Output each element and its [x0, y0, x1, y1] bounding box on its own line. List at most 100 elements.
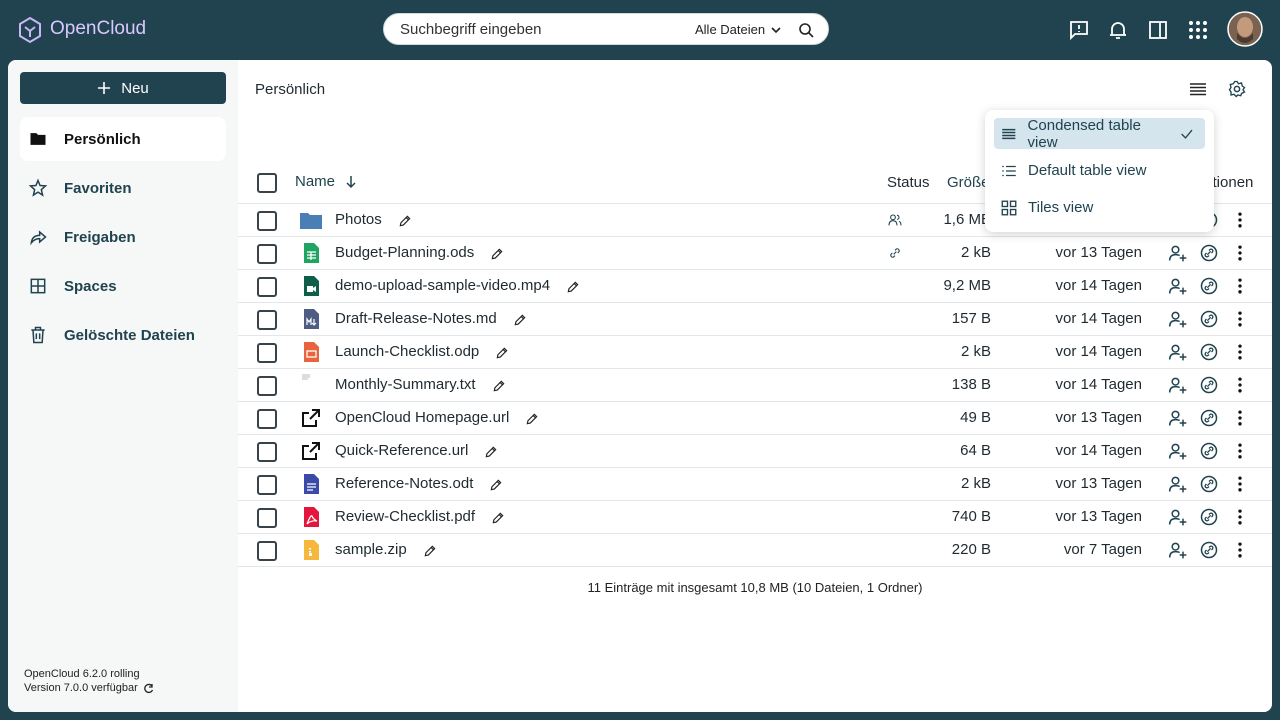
- file-name[interactable]: Budget-Planning.ods: [335, 244, 475, 261]
- share-icon[interactable]: [1168, 276, 1188, 296]
- settings-icon[interactable]: [1228, 80, 1246, 98]
- notifications-icon[interactable]: [1106, 18, 1130, 42]
- nav-item[interactable]: Freigaben: [20, 215, 226, 259]
- file-row[interactable]: Draft-Release-Notes.md 157 B vor 14 Tagen: [238, 302, 1272, 336]
- file-name[interactable]: Monthly-Summary.txt: [335, 376, 476, 393]
- share-icon[interactable]: [1168, 507, 1188, 527]
- row-checkbox[interactable]: [257, 475, 277, 495]
- share-icon[interactable]: [1168, 309, 1188, 329]
- file-name[interactable]: Draft-Release-Notes.md: [335, 310, 497, 327]
- share-icon[interactable]: [1168, 243, 1188, 263]
- share-icon[interactable]: [1168, 441, 1188, 461]
- plus-icon: [98, 82, 111, 94]
- file-row[interactable]: OpenCloud Homepage.url 49 B vor 13 Tagen: [238, 401, 1272, 435]
- row-checkbox[interactable]: [257, 211, 277, 231]
- file-name[interactable]: Quick-Reference.url: [335, 442, 469, 459]
- file-icon: [304, 507, 319, 527]
- nav-item[interactable]: Favoriten: [20, 166, 226, 210]
- search-icon[interactable]: [798, 22, 814, 38]
- row-checkbox[interactable]: [257, 409, 277, 429]
- file-name[interactable]: Reference-Notes.odt: [335, 475, 474, 492]
- file-row[interactable]: demo-upload-sample-video.mp4 9,2 MB vor 14…: [238, 269, 1272, 303]
- file-row[interactable]: sample.zip 220 B vor 7 Tagen: [238, 533, 1272, 567]
- share-icon[interactable]: [1168, 408, 1188, 428]
- copy-link-icon[interactable]: [1199, 507, 1219, 527]
- file-row[interactable]: Quick-Reference.url 64 B vor 14 Tagen: [238, 434, 1272, 468]
- copy-link-icon[interactable]: [1199, 309, 1219, 329]
- file-name[interactable]: OpenCloud Homepage.url: [335, 409, 510, 426]
- row-checkbox[interactable]: [257, 541, 277, 561]
- nav-item[interactable]: Gelöschte Dateien: [20, 313, 226, 357]
- row-checkbox[interactable]: [257, 376, 277, 396]
- copy-link-icon[interactable]: [1199, 375, 1219, 395]
- view-option[interactable]: Condensed table view: [994, 117, 1205, 151]
- file-name[interactable]: demo-upload-sample-video.mp4: [335, 277, 551, 294]
- file-icon: [304, 276, 319, 296]
- search-bar[interactable]: Suchbegriff eingeben Alle Dateien: [383, 13, 829, 45]
- apps-icon[interactable]: [1186, 18, 1210, 42]
- file-modified: vor 14 Tagen: [1055, 343, 1142, 360]
- file-size: 2 kB: [960, 475, 991, 492]
- share-icon[interactable]: [1168, 375, 1188, 395]
- update-notice[interactable]: Version 7.0.0 verfügbar: [24, 682, 154, 694]
- nav-item[interactable]: Spaces: [20, 264, 226, 308]
- row-checkbox[interactable]: [257, 442, 277, 462]
- feedback-icon[interactable]: [1067, 18, 1091, 42]
- copy-link-icon[interactable]: [1199, 243, 1219, 263]
- nav-item[interactable]: Persönlich: [20, 117, 226, 161]
- more-actions-icon[interactable]: [1230, 276, 1250, 296]
- view-option[interactable]: Tiles view: [994, 192, 1205, 223]
- rename-icon: [514, 314, 526, 326]
- more-actions-icon[interactable]: [1230, 474, 1250, 494]
- copy-link-icon[interactable]: [1199, 342, 1219, 362]
- more-actions-icon[interactable]: [1230, 342, 1250, 362]
- column-size[interactable]: Größe: [947, 174, 990, 191]
- file-row[interactable]: Photos 1,6 MB: [238, 203, 1272, 237]
- copy-link-icon[interactable]: [1199, 540, 1219, 560]
- row-checkbox[interactable]: [257, 508, 277, 528]
- new-button[interactable]: Neu: [20, 72, 226, 104]
- share-icon[interactable]: [1168, 342, 1188, 362]
- file-size: 1,6 MB: [943, 211, 991, 228]
- file-name[interactable]: Photos: [335, 211, 382, 228]
- nav-icon: [30, 278, 46, 294]
- file-row[interactable]: Monthly-Summary.txt 138 B vor 14 Tagen: [238, 368, 1272, 402]
- file-name[interactable]: Review-Checklist.pdf: [335, 508, 476, 525]
- more-actions-icon[interactable]: [1230, 243, 1250, 263]
- file-size: 64 B: [960, 442, 991, 459]
- row-checkbox[interactable]: [257, 310, 277, 330]
- row-checkbox[interactable]: [257, 277, 277, 297]
- file-row[interactable]: Budget-Planning.ods 2 kB vor 13 Tagen: [238, 236, 1272, 270]
- copy-link-icon[interactable]: [1199, 474, 1219, 494]
- select-all-checkbox[interactable]: [257, 173, 277, 193]
- file-row[interactable]: Reference-Notes.odt 2 kB vor 13 Tagen: [238, 467, 1272, 501]
- view-option[interactable]: Default table view: [994, 155, 1205, 186]
- more-actions-icon[interactable]: [1230, 210, 1250, 230]
- sidebar-toggle-icon[interactable]: [1146, 18, 1170, 42]
- more-actions-icon[interactable]: [1230, 507, 1250, 527]
- file-name[interactable]: sample.zip: [335, 541, 407, 558]
- more-actions-icon[interactable]: [1230, 408, 1250, 428]
- column-name[interactable]: Name: [295, 173, 336, 190]
- copy-link-icon[interactable]: [1199, 441, 1219, 461]
- search-scope[interactable]: Alle Dateien: [695, 22, 766, 37]
- more-actions-icon[interactable]: [1230, 309, 1250, 329]
- file-row[interactable]: Launch-Checklist.odp 2 kB vor 14 Tagen: [238, 335, 1272, 369]
- copy-link-icon[interactable]: [1199, 276, 1219, 296]
- avatar[interactable]: [1227, 11, 1263, 47]
- more-actions-icon[interactable]: [1230, 441, 1250, 461]
- view-toggle-icon[interactable]: [1189, 82, 1207, 96]
- copy-link-icon[interactable]: [1199, 408, 1219, 428]
- row-checkbox[interactable]: [257, 343, 277, 363]
- file-size: 220 B: [951, 541, 991, 558]
- file-name[interactable]: Launch-Checklist.odp: [335, 343, 480, 360]
- share-icon[interactable]: [1168, 540, 1188, 560]
- row-checkbox[interactable]: [257, 244, 277, 264]
- share-icon[interactable]: [1168, 474, 1188, 494]
- more-actions-icon[interactable]: [1230, 375, 1250, 395]
- more-actions-icon[interactable]: [1230, 540, 1250, 560]
- file-row[interactable]: Review-Checklist.pdf 740 B vor 13 Tagen: [238, 500, 1272, 534]
- version-label: OpenCloud 6.2.0 rolling: [24, 668, 140, 680]
- breadcrumb[interactable]: Persönlich: [255, 81, 326, 98]
